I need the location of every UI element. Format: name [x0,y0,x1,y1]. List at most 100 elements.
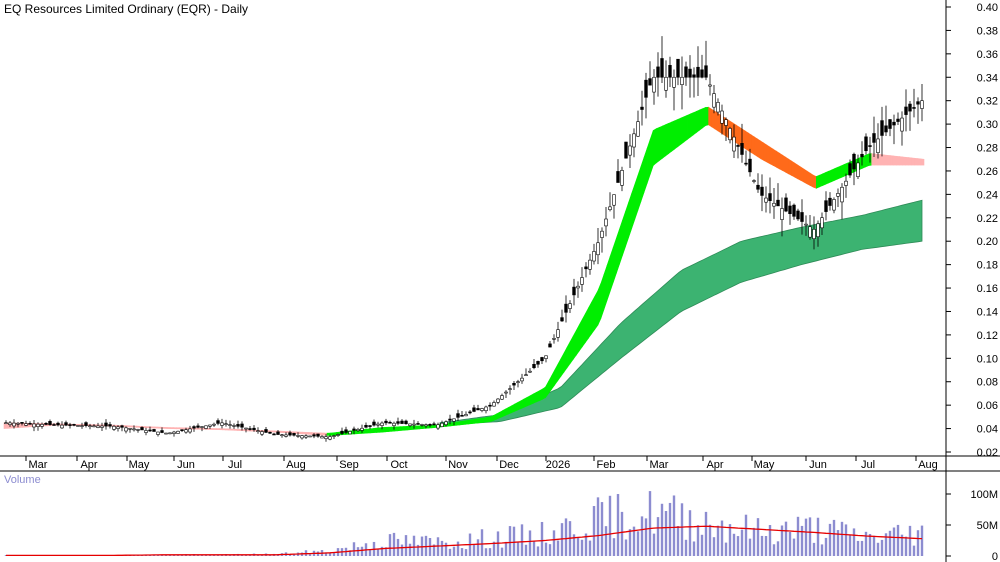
candle-body [40,423,44,427]
short-term-ma-segment [409,425,414,431]
candle-body [480,408,484,411]
volume-bar [904,536,908,556]
volume-bar [612,538,616,556]
chart-title: EQ Resources Limited Ordinary (EQR) - Da… [4,2,249,16]
short-term-ma-segment [566,341,571,369]
candle-body [580,277,584,285]
short-term-ma-segment [899,156,903,166]
candle-body [864,136,868,152]
short-term-ma-segment [622,211,626,256]
short-term-ma-segment [400,426,405,431]
short-term-ma-segment [228,428,232,431]
short-term-ma-segment [616,229,620,274]
candle-body [456,413,460,418]
candle-body [320,436,324,439]
candle-body [184,429,188,433]
short-term-ma-segment [816,174,820,189]
volume-bar [668,502,672,556]
volume-bar [560,523,564,556]
candle-body [4,422,8,425]
volume-bar [352,542,356,556]
candle-body [756,184,760,190]
candle-body [280,434,284,437]
short-term-ma-segment [372,427,377,434]
volume-bar [580,539,584,556]
volume-bar [376,548,380,556]
volume-bar [688,510,692,556]
candle-body [372,421,376,426]
short-term-ma-segment [569,335,574,365]
short-term-ma-segment [157,426,162,429]
short-term-ma-segment [896,155,900,166]
candle-body [604,218,608,227]
volume-bar [504,541,508,556]
candle-body [668,65,672,78]
candle-body [36,423,40,427]
volume-bar [644,518,648,556]
volume-bar [760,535,764,556]
candle-body [784,197,788,212]
candle-body [688,68,692,78]
candle-body [544,355,548,359]
volume-bar [572,534,576,556]
volume-bar [440,540,444,556]
volume-bar [188,554,192,556]
candle-body [76,425,80,427]
volume-bar [660,503,664,556]
candle-body [444,421,448,425]
short-term-ma-segment [865,153,869,168]
candle-body [428,423,432,426]
candle-body [560,317,564,322]
volume-bar [716,525,720,556]
short-term-ma-segment [591,296,596,335]
candle-body [904,106,908,115]
candle-body [908,103,912,112]
short-term-ma-segment [714,110,719,132]
short-term-ma-segment [800,166,805,183]
candle-body [264,429,268,433]
short-term-ma-segment [652,128,657,167]
candle-body [424,424,428,427]
price-tick-label: 0.24 [977,189,998,201]
x-tick-label: Jul [861,459,875,471]
candle-body [212,423,216,426]
short-term-ma-segment [576,324,580,356]
candle-body [416,423,420,425]
short-term-ma-segment [812,174,817,189]
short-term-ma-segment [649,130,654,175]
short-term-ma-segment [911,157,916,166]
candle-body [708,84,712,87]
short-term-ma-segment [680,116,685,145]
candle-body [328,436,332,440]
candle-body [380,422,384,426]
short-term-ma-segment [769,146,774,167]
short-term-ma-segment [914,157,919,166]
candle-body [496,398,500,403]
short-term-ma-segment [305,431,309,435]
candle-body [408,423,412,426]
candle-body [112,425,116,430]
volume-bar [880,539,884,556]
candle-body [144,430,148,433]
volume-bar [604,526,608,556]
short-term-ma-segment [766,144,771,165]
candle-body [680,76,684,85]
candle-body [736,145,740,147]
candle-body [672,76,676,88]
candle-body [100,425,104,428]
candle-body [448,418,452,421]
candle-body [600,230,604,238]
volume-bar [868,533,872,556]
volume-bar [860,540,864,556]
short-term-ma-segment [145,426,149,429]
x-tick-label: 2026 [546,459,570,471]
volume-bar [356,547,360,556]
candle-body [772,202,776,207]
candle-body [760,186,764,196]
candle-body [748,158,752,173]
short-term-ma-segment [757,138,762,160]
short-term-ma-segment [394,426,399,432]
short-term-ma-segment [603,265,608,310]
candle-body [12,422,16,427]
candle-body [892,121,896,126]
